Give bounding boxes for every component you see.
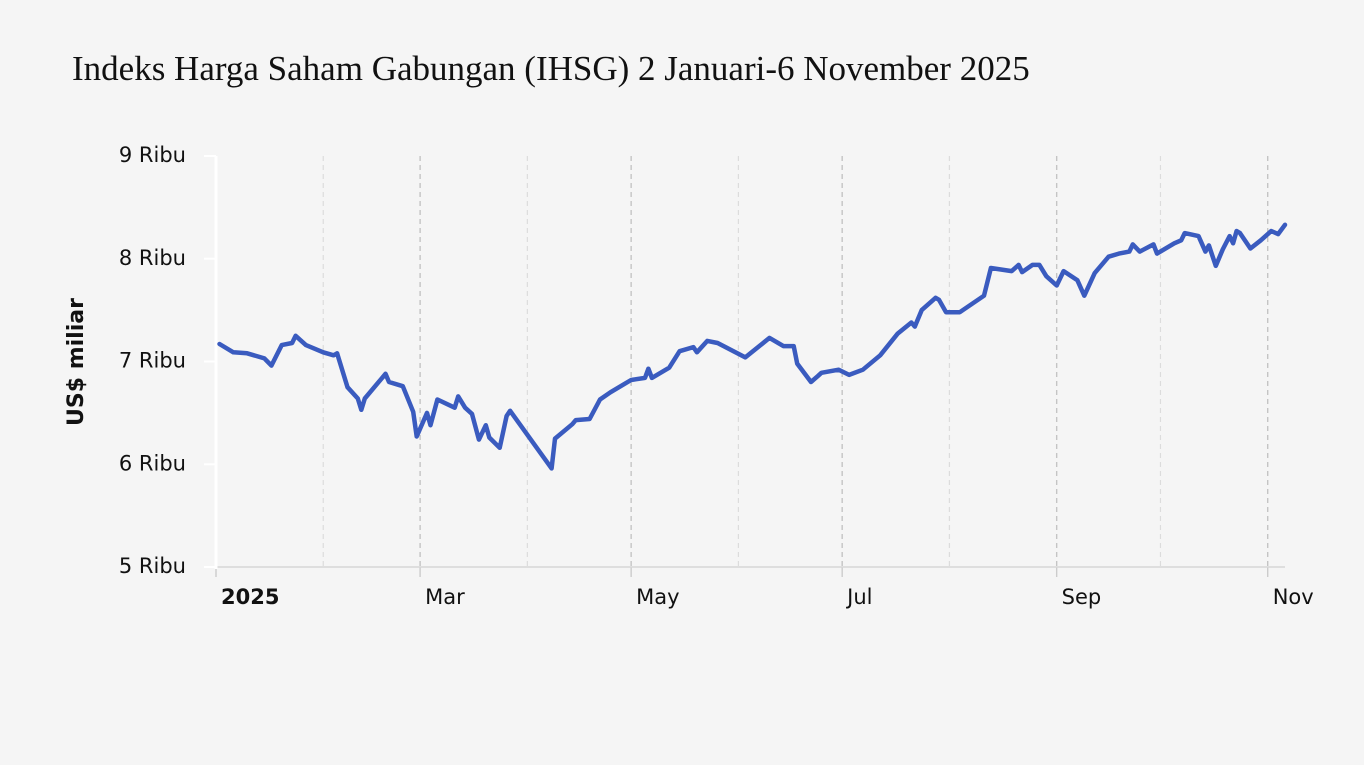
y-tick-label: 6 Ribu [119,451,186,475]
y-tick-label: 5 Ribu [119,554,186,578]
y-tick-label: 7 Ribu [119,349,186,373]
x-tick-label: Mar [425,585,465,609]
x-tick-label: Nov [1273,585,1314,609]
x-tick-label: 2025 [221,585,279,609]
y-tick-label: 9 Ribu [119,143,186,167]
x-tick-label: Jul [845,585,872,609]
x-tick-label: Sep [1062,585,1102,609]
line [217,222,1288,471]
y-axis-label: US$ miliar [64,298,89,426]
y-tick-label: 8 Ribu [119,246,186,270]
chart-title: Indeks Harga Saham Gabungan (IHSG) 2 Jan… [72,49,1030,88]
x-tick-label: May [636,585,679,609]
